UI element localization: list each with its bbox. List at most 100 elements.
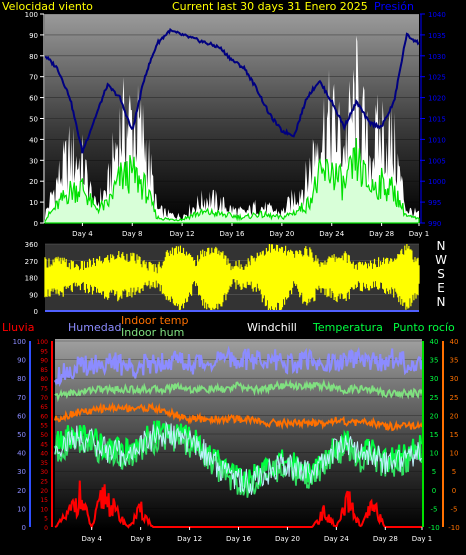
humidity-tick-label: 20 <box>17 487 26 495</box>
wind-day-label: Day 20 <box>269 230 294 238</box>
humidity-tick-label: 40 <box>17 450 26 458</box>
rain-tick-label: 15 <box>40 497 48 504</box>
temperature-tick-label: 15 <box>430 431 439 439</box>
pressure-tick-label: 1030 <box>428 53 446 61</box>
pressure-tick-label: 1040 <box>428 11 446 19</box>
humidity-tick-label: 80 <box>17 375 26 383</box>
pressure-tick-label: 1025 <box>428 74 446 82</box>
temperature-tick-label: -5 <box>431 505 438 513</box>
direction-axis: 0 90 180 270 360 <box>25 241 38 316</box>
temperature-tick-label: 40 <box>430 338 439 346</box>
legend-indoor-hum: Indoor hum <box>121 326 184 339</box>
indoor_temp-series-line <box>54 401 423 432</box>
pressure-tick-label: 990 <box>428 220 441 228</box>
pressure-tick-label: 1015 <box>428 116 446 124</box>
wind-speed-axis: 0 10 20 30 40 50 60 70 80 90 100 <box>25 11 45 228</box>
direction-tick-label: 180 <box>25 275 38 283</box>
rain-tick-label: 45 <box>40 441 48 448</box>
rain-tick-label: 90 <box>40 358 48 365</box>
compass-label: N <box>437 295 446 309</box>
rain-tick-label: 100 <box>37 339 49 346</box>
wind-speed-tick-label: 40 <box>29 136 38 144</box>
temperature-tick-label: -10 <box>428 524 439 532</box>
wind-speed-tick-label: 70 <box>29 74 38 82</box>
temp-series-lines <box>54 345 423 498</box>
indoor-temp-axis: -10 -5 0 5 10 15 20 25 30 35 40 <box>448 338 459 532</box>
temperature-tick-label: 5 <box>432 468 436 476</box>
pressure-tick-label: 995 <box>428 199 441 207</box>
temperature-tick-label: 20 <box>430 412 439 420</box>
compass-label: S <box>437 267 445 281</box>
legend-humidity: Humedad <box>68 321 121 334</box>
temp-day-label: Day 20 <box>275 535 300 543</box>
legend-temperature: Temperatura <box>312 321 383 334</box>
temp-day-label: Day 16 <box>226 535 252 543</box>
temp-humidity-chart: 0 10 20 30 40 50 60 70 80 90 100 0 5 10 15 20 25 30 35 40 4… <box>13 338 460 543</box>
indoor-temp-tick-label: 35 <box>450 357 459 365</box>
temperature-tick-label: 10 <box>430 450 439 458</box>
direction-tick-label: 270 <box>25 258 38 266</box>
rain-tick-label: 60 <box>40 413 48 420</box>
humidity-tick-label: 10 <box>17 505 26 513</box>
header-right-label: Presión <box>374 0 414 13</box>
wind-speed-tick-label: 100 <box>25 11 38 19</box>
dewpoint-series-line <box>54 426 423 498</box>
pressure-axis: 990 995 1000 1005 1010 1015 1020 1025 1030 1035 10… <box>420 11 446 228</box>
temperature-tick-label: 0 <box>432 487 436 495</box>
humidity-tick-label: 90 <box>17 357 26 365</box>
rain-tick-label: 85 <box>40 367 48 374</box>
compass-label: N <box>437 239 446 253</box>
temp-day-label: Day 24 <box>324 535 350 543</box>
indoor-temp-tick-label: 30 <box>450 375 459 383</box>
wind-day-label: Day 1 <box>409 230 430 238</box>
rain-tick-label: 55 <box>40 423 48 430</box>
wind-speed-tick-label: 80 <box>29 53 38 61</box>
rain-tick-label: 80 <box>40 376 48 383</box>
wind-day-label: Day 4 <box>72 230 93 238</box>
pressure-tick-label: 1010 <box>428 136 446 144</box>
legend-rain: Lluvia <box>2 321 34 334</box>
humidity-tick-label: 50 <box>17 431 26 439</box>
pressure-tick-label: 1005 <box>428 157 446 165</box>
indoor-temp-tick-label: 40 <box>450 338 459 346</box>
indoor-temp-tick-label: 0 <box>452 487 456 495</box>
compass-label: W <box>435 253 447 267</box>
header-left-label: Velocidad viento <box>2 0 93 13</box>
pressure-tick-label: 1020 <box>428 95 446 103</box>
legend-indoor-temp: Indoor temp <box>121 314 188 327</box>
temperature-tick-label: 30 <box>430 375 439 383</box>
indoor-temp-tick-label: 20 <box>450 412 459 420</box>
indoor-temp-tick-label: -5 <box>451 505 458 513</box>
rain-tick-label: 70 <box>40 395 48 402</box>
indoor-temp-tick-label: 15 <box>450 431 459 439</box>
rain-tick-label: 75 <box>40 386 48 393</box>
rain-tick-label: 30 <box>40 469 48 476</box>
wind-speed-tick-label: 30 <box>29 157 38 165</box>
legend-windchill: Windchill <box>247 321 297 334</box>
header-center-label: Current last 30 days 31 Enero 2025 <box>172 0 368 13</box>
direction-spikes <box>44 244 420 311</box>
wind-day-label: Day 16 <box>220 230 246 238</box>
temp-day-label: Day 1 <box>412 535 433 543</box>
rain-tick-label: 50 <box>40 432 48 439</box>
pressure-line <box>44 27 420 154</box>
rain-tick-label: 20 <box>40 488 48 495</box>
wind-day-label: Day 12 <box>170 230 195 238</box>
humidity-series-line <box>54 345 423 388</box>
wind-day-label: Day 24 <box>319 230 345 238</box>
temp-day-axis: Day 4 Day 8 Day 12 Day 16 Day 20 Day 24 Day 28… <box>81 527 432 543</box>
wind-day-axis: Day 4 Day 8 Day 12 Day 16 Day 20 Day 24 Day 28… <box>72 223 429 238</box>
rain-tick-label: 65 <box>40 404 48 411</box>
legend-dewpoint: Punto rocío <box>393 321 455 334</box>
rain-tick-label: 40 <box>40 451 48 458</box>
wind-day-label: Day 8 <box>122 230 143 238</box>
humidity-axis: 0 10 20 30 40 50 60 70 80 90 100 <box>13 338 26 532</box>
temperature-tick-label: 25 <box>430 394 439 402</box>
humidity-tick-label: 0 <box>22 524 26 532</box>
wind-speed-tick-label: 50 <box>29 116 38 124</box>
indoor-temp-tick-label: 25 <box>450 394 459 402</box>
